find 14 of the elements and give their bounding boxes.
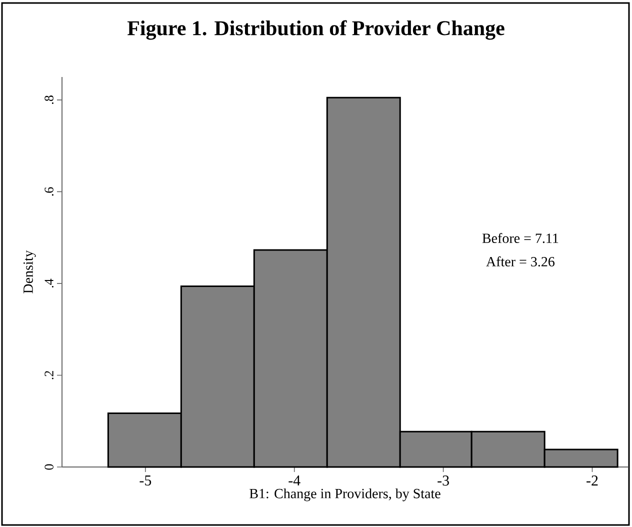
y-axis-title: Density	[23, 250, 36, 294]
annotation: Before = 7.11	[482, 233, 558, 244]
y-tick-label: 0	[44, 464, 54, 470]
x-tick-label: -4	[288, 476, 300, 486]
x-axis-title: B1: Change in Providers, by State	[250, 488, 440, 502]
y-tick-label: .2	[44, 371, 54, 380]
x-tick-label: -3	[438, 476, 449, 486]
y-tick-label: .6	[44, 187, 54, 196]
y-tick-label: .8	[44, 96, 54, 104]
y-tick-label: .4	[44, 278, 54, 288]
x-tick-label: -5	[140, 476, 152, 486]
x-tick-label: -2	[586, 476, 598, 486]
chart-title: Figure 1. Distribution of Provider Change	[127, 20, 504, 40]
annotation: After = 3.26	[486, 256, 555, 266]
